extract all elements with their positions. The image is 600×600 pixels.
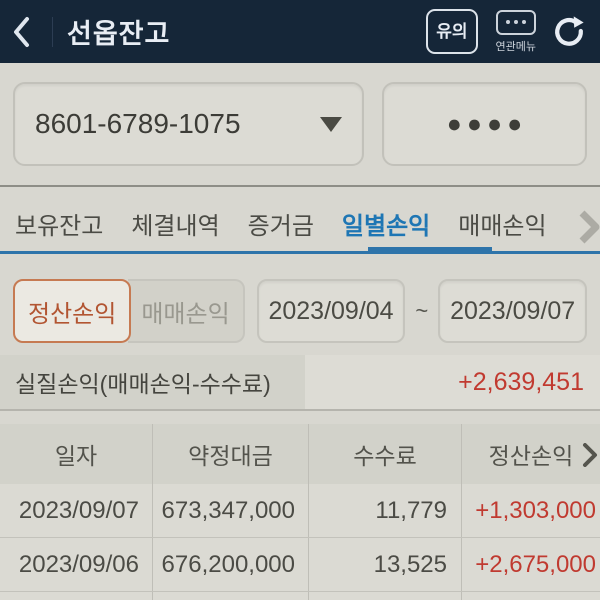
refresh-icon: [555, 15, 584, 46]
col-header-settlement-pnl: 정산손익: [461, 424, 600, 484]
cell-date: 2023/09/06: [18, 550, 139, 578]
table-header: 일자 약정대금 수수료 정산손익: [0, 424, 600, 484]
filter-section: 정산손익 매매손익 2023/09/04 ~ 2023/09/07: [0, 267, 600, 355]
back-button[interactable]: [12, 12, 46, 52]
account-select[interactable]: 8601-6789-1075: [13, 82, 364, 166]
net-pnl-value: +2,639,451: [305, 355, 600, 409]
chevron-right-icon: [583, 443, 597, 467]
refresh-button[interactable]: [552, 15, 586, 49]
section-gap: [0, 411, 600, 424]
tab-trading-pnl[interactable]: 매매손익: [458, 212, 547, 240]
tab-underline: [0, 251, 600, 254]
app-bar: 선옵잔고 유의 연관메뉴: [0, 0, 600, 63]
cell-amount: 673,347,000: [152, 484, 308, 537]
tab-executions[interactable]: 체결내역: [131, 212, 220, 240]
chevron-left-icon: [14, 16, 29, 47]
cell-date: 2023/09/07: [18, 496, 139, 524]
toggle-trading-pnl[interactable]: 매매손익: [128, 279, 245, 343]
col-header-date: 일자: [54, 443, 98, 469]
date-range-separator: ~: [415, 298, 429, 323]
table-row-partial: [0, 592, 600, 600]
date-from-field[interactable]: 2023/09/04: [256, 279, 406, 343]
col-header-amount: 약정대금: [152, 424, 308, 484]
table-row[interactable]: 2023/09/06 676,200,000 13,525 +2,675,000: [0, 538, 600, 592]
related-menu-label: 연관메뉴: [495, 40, 536, 53]
profit-type-toggle: 정산손익 매매손익: [13, 279, 245, 343]
tab-bar: 보유잔고 체결내역 증거금 일별손익 매매손익: [0, 187, 600, 267]
chevron-right-icon: [579, 210, 600, 244]
page-title: 선옵잔고: [67, 19, 171, 49]
notice-button[interactable]: 유의: [426, 9, 478, 54]
cell-amount: 676,200,000: [152, 538, 308, 591]
date-to-field[interactable]: 2023/09/07: [438, 279, 588, 343]
related-menu-button[interactable]: 연관메뉴: [495, 9, 536, 54]
tabs-scroll-more-button[interactable]: [576, 209, 600, 250]
cell-fee: 11,779: [308, 484, 461, 537]
col-header-fee: 수수료: [308, 424, 461, 484]
cell-fee: 13,525: [308, 538, 461, 591]
account-section: 8601-6789-1075 ●●●●: [0, 63, 600, 187]
appbar-divider: [52, 16, 53, 47]
table-scroll-more-button[interactable]: [581, 443, 598, 472]
net-pnl-summary: 실질손익(매매손익-수수료) +2,639,451: [0, 355, 600, 411]
password-field[interactable]: ●●●●: [382, 82, 587, 166]
dropdown-arrow-icon: [320, 116, 342, 132]
tab-holdings[interactable]: 보유잔고: [15, 212, 104, 240]
active-tab-indicator: [368, 247, 492, 254]
account-number: 8601-6789-1075: [35, 108, 241, 139]
tab-daily-pnl[interactable]: 일별손익: [341, 212, 431, 240]
password-mask: ●●●●: [446, 109, 528, 138]
table-row[interactable]: 2023/09/07 673,347,000 11,779 +1,303,000: [0, 484, 600, 538]
cell-pnl: +1,303,000: [461, 484, 600, 537]
ellipsis-menu-icon: [495, 9, 536, 35]
tab-margin[interactable]: 증거금: [247, 212, 314, 240]
toggle-settlement-pnl[interactable]: 정산손익: [13, 279, 132, 343]
cell-pnl: +2,675,000: [461, 538, 600, 591]
net-pnl-label: 실질손익(매매손익-수수료): [0, 355, 305, 409]
